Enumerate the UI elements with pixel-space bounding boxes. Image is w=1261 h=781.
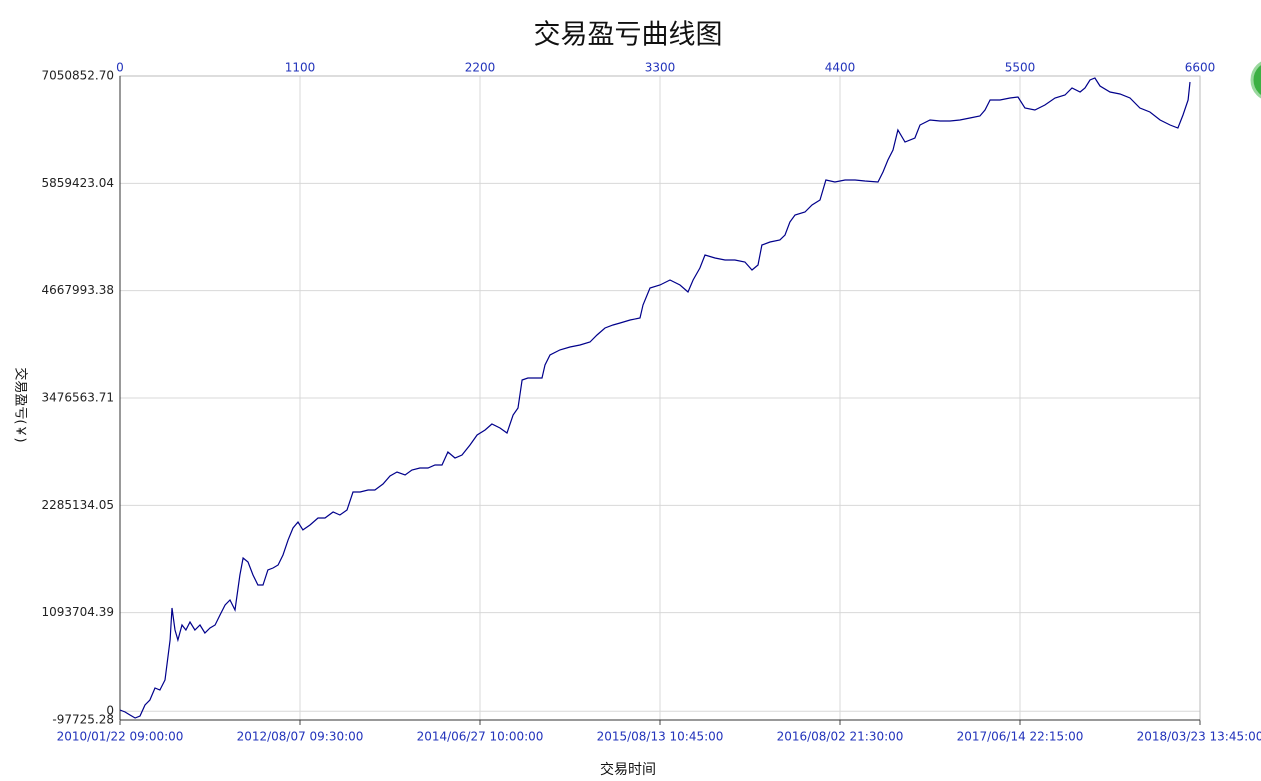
x-tick-label: 2010/01/22 09:00:00 — [57, 730, 184, 744]
x2-tick-label: 5500 — [1005, 61, 1036, 75]
y-tick-label: -97725.28 — [52, 713, 114, 727]
x2-tick-label: 4400 — [825, 61, 856, 75]
x-tick-label: 2016/08/02 21:30:00 — [777, 730, 904, 744]
x-tick-label: 2017/06/14 22:15:00 — [957, 730, 1084, 744]
x2-tick-label: 3300 — [645, 61, 676, 75]
y-tick-label: 4667993.38 — [41, 283, 114, 297]
y-tick-label: 5859423.04 — [41, 176, 114, 190]
y-tick-label: 2285134.05 — [41, 498, 114, 512]
equity-line — [119, 77, 1191, 719]
x-tick-label: 2015/08/13 10:45:00 — [597, 730, 724, 744]
x2-tick-label: 6600 — [1185, 61, 1216, 75]
x2-tick-label: 1100 — [285, 61, 316, 75]
y-tick-label: 0 — [106, 704, 114, 718]
y-tick-label: 1093704.39 — [41, 605, 114, 619]
y-tick-label: 7050852.70 — [41, 69, 114, 83]
x-axis-label: 交易时间 — [600, 761, 656, 778]
x2-tick-label: 2200 — [465, 61, 496, 75]
y-tick-label: 3476563.71 — [41, 391, 114, 405]
y-axis-label: 交易盈亏(￥) — [13, 367, 29, 442]
x-tick-label: 2014/06/27 10:00:00 — [417, 730, 544, 744]
status-badge — [1250, 61, 1261, 99]
x-tick-label: 2018/03/23 13:45:00 — [1137, 730, 1261, 744]
x-tick-label: 2012/08/07 09:30:00 — [237, 730, 364, 744]
chart-title: 交易盈亏曲线图 — [534, 20, 723, 51]
x2-tick-label: 0 — [116, 61, 124, 75]
